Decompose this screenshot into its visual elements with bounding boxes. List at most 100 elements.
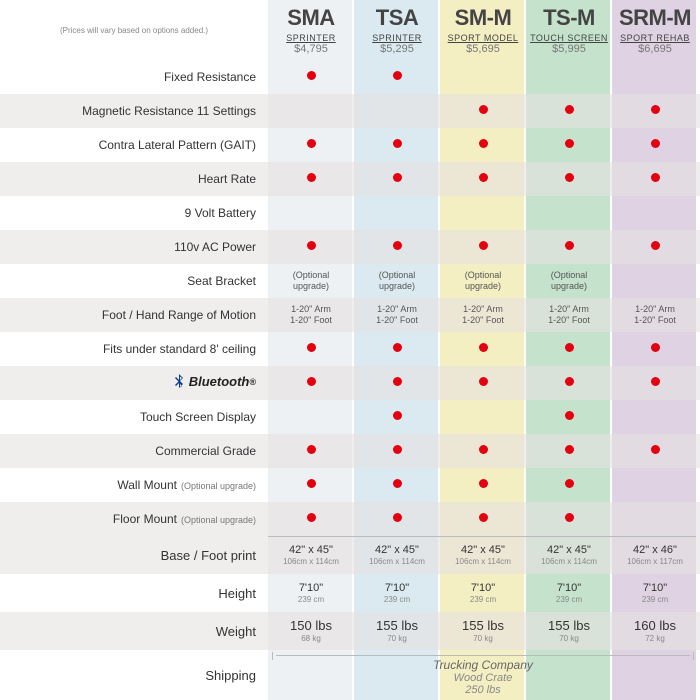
header-row: (Prices will vary based on options added…	[0, 0, 700, 60]
feature-cell	[354, 479, 440, 491]
spec-cell: 42" x 45"106cm x 114cm	[354, 544, 440, 567]
feature-cell	[526, 343, 612, 355]
feature-cell	[526, 377, 612, 389]
model-code: SMA	[268, 5, 354, 31]
feature-dot	[479, 343, 488, 352]
feature-dot	[651, 377, 660, 386]
feature-label: Seat Bracket	[0, 274, 268, 288]
feature-dot	[651, 241, 660, 250]
feature-dot	[307, 479, 316, 488]
feature-dot	[393, 139, 402, 148]
feature-dot	[565, 173, 574, 182]
feature-label: 110v AC Power	[0, 240, 268, 254]
feature-label: Heart Rate	[0, 172, 268, 186]
feature-cell: (Optionalupgrade)	[440, 270, 526, 292]
feature-row: Fixed Resistance	[0, 60, 700, 94]
feature-cell	[440, 173, 526, 185]
feature-cell	[354, 343, 440, 355]
feature-dot	[393, 445, 402, 454]
feature-cell	[612, 139, 698, 151]
model-header: SM-MSPORT MODEL$5,695	[440, 5, 526, 55]
optional-text: (Optionalupgrade)	[526, 270, 612, 292]
model-price: $4,795	[268, 43, 354, 55]
spec-cell: 160 lbs72 kg	[612, 618, 698, 643]
model-price: $5,295	[354, 43, 440, 55]
feature-dot	[393, 173, 402, 182]
spec-cell: 7'10"239 cm	[354, 582, 440, 605]
feature-dot	[393, 513, 402, 522]
feature-dot	[565, 479, 574, 488]
feature-label: Foot / Hand Range of Motion	[0, 308, 268, 322]
feature-dot	[479, 513, 488, 522]
feature-dot	[393, 411, 402, 420]
feature-label: Floor Mount(Optional upgrade)	[0, 512, 268, 526]
feature-cell: 1-20" Arm1-20" Foot	[440, 304, 526, 326]
feature-row: Bluetooth®	[0, 366, 700, 400]
feature-cell: (Optionalupgrade)	[354, 270, 440, 292]
model-name: TOUCH SCREEN	[526, 33, 612, 43]
model-name: SPRINTER	[354, 33, 440, 43]
feature-row: Touch Screen Display	[0, 400, 700, 434]
feature-cell: 1-20" Arm1-20" Foot	[526, 304, 612, 326]
feature-cell	[440, 139, 526, 151]
optional-text: (Optionalupgrade)	[354, 270, 440, 292]
divider-line	[268, 536, 696, 537]
feature-row: Fits under standard 8' ceiling	[0, 332, 700, 366]
model-header: SRM-MSPORT REHAB$6,695	[612, 5, 698, 55]
feature-dot	[565, 139, 574, 148]
feature-cell	[268, 71, 354, 83]
feature-cell	[440, 241, 526, 253]
range-text: 1-20" Arm1-20" Foot	[526, 304, 612, 326]
feature-row: 9 Volt Battery	[0, 196, 700, 230]
feature-dot	[479, 105, 488, 114]
feature-dot	[393, 71, 402, 80]
spec-cell: 42" x 45"106cm x 114cm	[440, 544, 526, 567]
feature-cell	[526, 445, 612, 457]
feature-cell	[268, 139, 354, 151]
feature-cell	[440, 105, 526, 117]
feature-dot	[651, 173, 660, 182]
spec-label: Height	[0, 586, 268, 601]
shipping-label: Shipping	[0, 668, 268, 683]
feature-cell	[268, 241, 354, 253]
feature-dot	[565, 105, 574, 114]
feature-row: Contra Lateral Pattern (GAIT)	[0, 128, 700, 162]
feature-dot	[307, 377, 316, 386]
spec-cell: 7'10"239 cm	[268, 582, 354, 605]
optional-text: (Optionalupgrade)	[268, 270, 354, 292]
spec-cell: 42" x 45"106cm x 114cm	[526, 544, 612, 567]
feature-cell	[268, 377, 354, 389]
feature-cell	[612, 343, 698, 355]
feature-dot	[565, 513, 574, 522]
feature-cell: 1-20" Arm1-20" Foot	[268, 304, 354, 326]
spec-label: Weight	[0, 624, 268, 639]
feature-cell	[526, 139, 612, 151]
feature-label: Wall Mount(Optional upgrade)	[0, 478, 268, 492]
model-name: SPORT REHAB	[612, 33, 698, 43]
feature-dot	[651, 139, 660, 148]
model-header: TS-MTOUCH SCREEN$5,995	[526, 5, 612, 55]
feature-dot	[307, 173, 316, 182]
feature-cell: (Optionalupgrade)	[526, 270, 612, 292]
feature-dot	[565, 411, 574, 420]
spec-row: Weight150 lbs68 kg155 lbs70 kg155 lbs70 …	[0, 612, 700, 650]
feature-dot	[479, 241, 488, 250]
range-text: 1-20" Arm1-20" Foot	[354, 304, 440, 326]
feature-row: 110v AC Power	[0, 230, 700, 264]
range-text: 1-20" Arm1-20" Foot	[612, 304, 698, 326]
feature-dot	[565, 377, 574, 386]
feature-cell	[354, 513, 440, 525]
feature-label: Fits under standard 8' ceiling	[0, 342, 268, 356]
price-note: (Prices will vary based on options added…	[0, 26, 268, 35]
feature-cell	[268, 343, 354, 355]
feature-cell	[354, 241, 440, 253]
feature-dot	[393, 377, 402, 386]
shipping-info: Trucking CompanyWood Crate250 lbs	[268, 655, 698, 696]
feature-label: Touch Screen Display	[0, 410, 268, 424]
feature-cell	[268, 479, 354, 491]
spec-cell: 7'10"239 cm	[612, 582, 698, 605]
feature-cell	[440, 343, 526, 355]
feature-cell	[526, 173, 612, 185]
optional-text: (Optionalupgrade)	[440, 270, 526, 292]
feature-label: 9 Volt Battery	[0, 206, 268, 220]
